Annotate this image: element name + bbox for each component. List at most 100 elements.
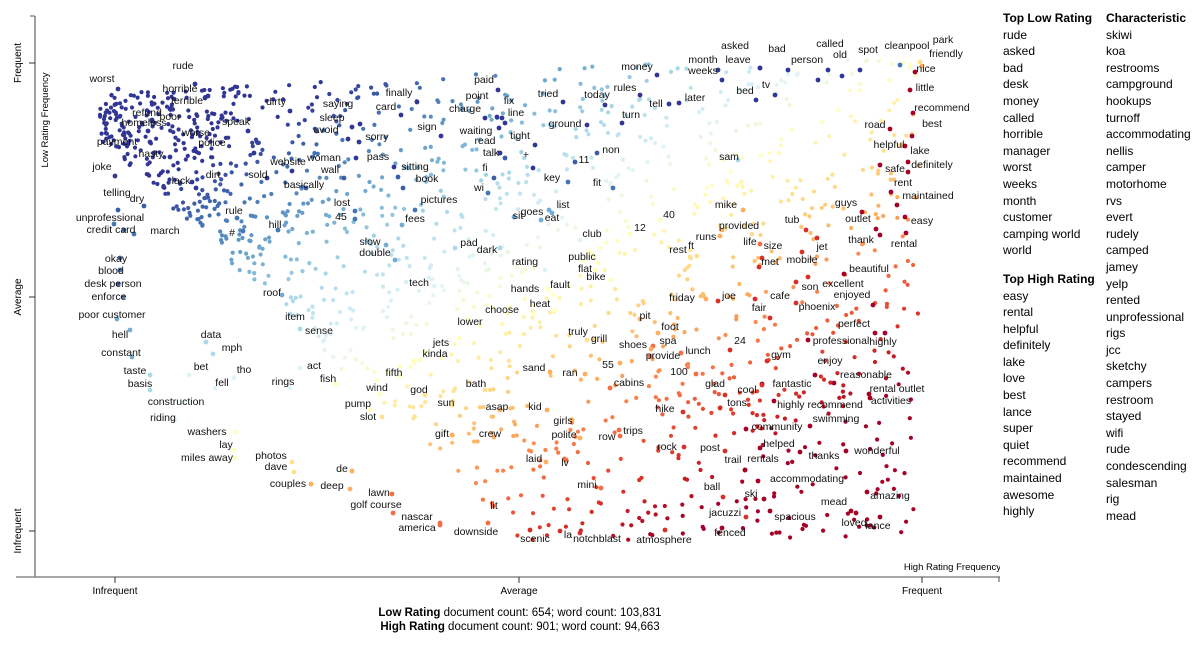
data-point[interactable] xyxy=(537,245,542,250)
word-label[interactable]: police xyxy=(198,137,226,149)
word-label[interactable]: gift xyxy=(435,428,449,440)
labeled-data-point[interactable] xyxy=(594,150,600,156)
data-point[interactable] xyxy=(519,120,525,125)
data-point[interactable] xyxy=(416,288,421,294)
data-point[interactable] xyxy=(450,440,455,445)
word-label[interactable]: march xyxy=(150,225,179,237)
labeled-data-point[interactable] xyxy=(557,528,563,534)
data-point[interactable] xyxy=(555,227,561,232)
labeled-data-point[interactable] xyxy=(693,371,699,377)
word-label[interactable]: book xyxy=(416,173,440,185)
data-point[interactable] xyxy=(709,410,714,415)
labeled-data-point[interactable] xyxy=(145,128,151,134)
data-point[interactable] xyxy=(802,445,808,450)
word-label[interactable]: mead xyxy=(821,496,847,508)
characteristic-term[interactable]: nellis xyxy=(1106,143,1134,158)
data-point[interactable] xyxy=(156,112,161,117)
data-point[interactable] xyxy=(409,314,414,319)
data-point[interactable] xyxy=(516,180,521,186)
top-high-term[interactable]: lance xyxy=(1003,404,1032,419)
labeled-data-point[interactable] xyxy=(437,522,443,528)
word-label[interactable]: today xyxy=(584,89,610,101)
data-point[interactable] xyxy=(672,327,678,332)
data-point[interactable] xyxy=(459,278,464,283)
data-point[interactable] xyxy=(755,424,760,429)
data-point[interactable] xyxy=(210,111,215,116)
data-point[interactable] xyxy=(624,113,629,118)
data-point[interactable] xyxy=(748,65,753,70)
word-label[interactable]: horrible xyxy=(162,83,197,95)
labeled-data-point[interactable] xyxy=(610,185,616,191)
labeled-data-point[interactable] xyxy=(654,72,660,78)
data-point[interactable] xyxy=(119,105,124,110)
data-point[interactable] xyxy=(216,171,221,176)
labeled-data-point[interactable] xyxy=(550,292,556,298)
labeled-data-point[interactable] xyxy=(231,375,237,381)
data-point[interactable] xyxy=(782,387,787,392)
data-point[interactable] xyxy=(428,263,434,268)
data-point[interactable] xyxy=(252,271,257,276)
data-point[interactable] xyxy=(729,407,734,412)
data-point[interactable] xyxy=(530,537,535,542)
data-point[interactable] xyxy=(186,205,191,211)
data-point[interactable] xyxy=(753,122,759,127)
data-point[interactable] xyxy=(287,83,292,88)
data-point[interactable] xyxy=(195,125,200,130)
data-point[interactable] xyxy=(599,87,604,92)
data-point[interactable] xyxy=(338,212,343,217)
labeled-data-point[interactable] xyxy=(825,67,831,73)
data-point[interactable] xyxy=(266,273,271,278)
data-point[interactable] xyxy=(133,114,138,119)
data-point[interactable] xyxy=(387,263,392,268)
data-point[interactable] xyxy=(434,221,439,226)
data-point[interactable] xyxy=(541,123,546,128)
labeled-data-point[interactable] xyxy=(115,86,121,92)
labeled-data-point[interactable] xyxy=(757,65,763,71)
data-point[interactable] xyxy=(419,404,424,409)
data-point[interactable] xyxy=(407,404,412,409)
data-point[interactable] xyxy=(538,325,543,330)
word-label[interactable]: truly xyxy=(568,326,589,338)
data-point[interactable] xyxy=(202,87,207,93)
data-point[interactable] xyxy=(250,144,255,149)
labeled-data-point[interactable] xyxy=(347,486,353,492)
data-point[interactable] xyxy=(301,201,306,206)
word-label[interactable]: road xyxy=(864,119,885,131)
data-point[interactable] xyxy=(590,64,595,69)
data-point[interactable] xyxy=(346,157,351,162)
labeled-data-point[interactable] xyxy=(353,155,359,161)
data-point[interactable] xyxy=(824,257,829,262)
data-point[interactable] xyxy=(902,471,907,476)
data-point[interactable] xyxy=(181,132,186,137)
data-point[interactable] xyxy=(772,322,778,327)
data-point[interactable] xyxy=(745,397,751,402)
data-point[interactable] xyxy=(195,113,200,119)
labeled-data-point[interactable] xyxy=(147,139,153,145)
labeled-data-point[interactable] xyxy=(572,159,578,165)
data-point[interactable] xyxy=(646,510,651,515)
data-point[interactable] xyxy=(282,211,287,216)
data-point[interactable] xyxy=(693,425,698,430)
data-point[interactable] xyxy=(643,138,648,143)
data-point[interactable] xyxy=(181,141,186,146)
data-point[interactable] xyxy=(509,465,514,470)
word-label[interactable]: 100 xyxy=(670,366,688,378)
labeled-data-point[interactable] xyxy=(715,67,721,73)
word-label[interactable]: lack xyxy=(172,175,191,187)
labeled-data-point[interactable] xyxy=(117,255,123,261)
data-point[interactable] xyxy=(327,214,332,219)
labeled-data-point[interactable] xyxy=(767,315,773,321)
data-point[interactable] xyxy=(143,134,148,139)
data-point[interactable] xyxy=(872,348,877,353)
data-point[interactable] xyxy=(194,150,199,155)
data-point[interactable] xyxy=(844,312,849,318)
data-point[interactable] xyxy=(302,118,307,123)
data-point[interactable] xyxy=(525,172,530,177)
word-label[interactable]: worst xyxy=(88,73,114,85)
word-label[interactable]: kid xyxy=(528,401,542,413)
data-point[interactable] xyxy=(470,147,475,152)
data-point[interactable] xyxy=(564,222,570,227)
data-point[interactable] xyxy=(614,297,620,302)
data-point[interactable] xyxy=(524,242,529,247)
data-point[interactable] xyxy=(404,255,409,261)
